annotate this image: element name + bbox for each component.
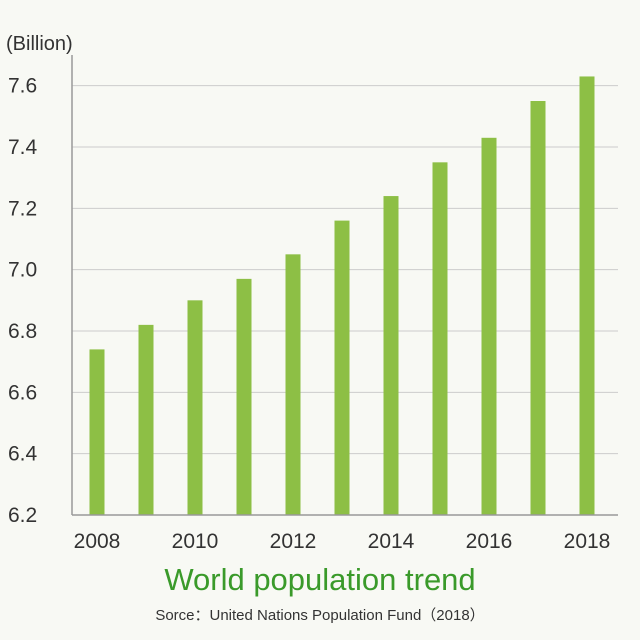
- bar-2011: [236, 278, 252, 515]
- bar-2013: [334, 220, 350, 515]
- bar-2008: [89, 349, 105, 515]
- x-tick-label: 2014: [368, 530, 415, 553]
- chart-title: World population trend: [164, 562, 476, 597]
- x-tick-label: 2008: [74, 530, 121, 553]
- y-tick-label: 7.2: [8, 197, 37, 220]
- y-tick-label: 6.4: [8, 443, 38, 466]
- y-tick-label: 7.6: [8, 75, 37, 98]
- y-tick-labels: 6.2 6.4 6.6 6.8 7.0 7.2 7.4 7.6: [8, 75, 38, 527]
- bar-2015: [432, 162, 448, 516]
- bars: [89, 76, 595, 516]
- bar-2010: [187, 300, 203, 515]
- y-tick-label: 6.8: [8, 320, 37, 343]
- bar-2018: [579, 76, 595, 515]
- x-tick-label: 2016: [466, 530, 513, 553]
- y-tick-label: 7.4: [8, 136, 38, 159]
- bar-2009: [138, 324, 154, 515]
- bar-2016: [481, 137, 497, 516]
- x-tick-label: 2012: [270, 530, 317, 553]
- bar-2017: [530, 101, 546, 515]
- y-tick-label: 6.2: [8, 504, 37, 527]
- bar-chart: (Billion) 6.26.46.66.87.07.27.47.6 2008 2…: [6, 33, 618, 553]
- y-axis-unit-label: (Billion): [6, 33, 73, 55]
- bar-2014: [383, 196, 399, 516]
- x-tick-label: 2018: [564, 530, 611, 553]
- y-tick-label: 7.0: [8, 259, 37, 282]
- y-tick-label: 6.6: [8, 381, 37, 404]
- x-tick-label: 2010: [172, 530, 219, 553]
- source-note: Sorce：United Nations Population Fund（201…: [155, 607, 485, 624]
- bar-2012: [285, 254, 301, 516]
- x-tick-labels: 2008 2010 2012 2014 2016 2018: [74, 530, 611, 553]
